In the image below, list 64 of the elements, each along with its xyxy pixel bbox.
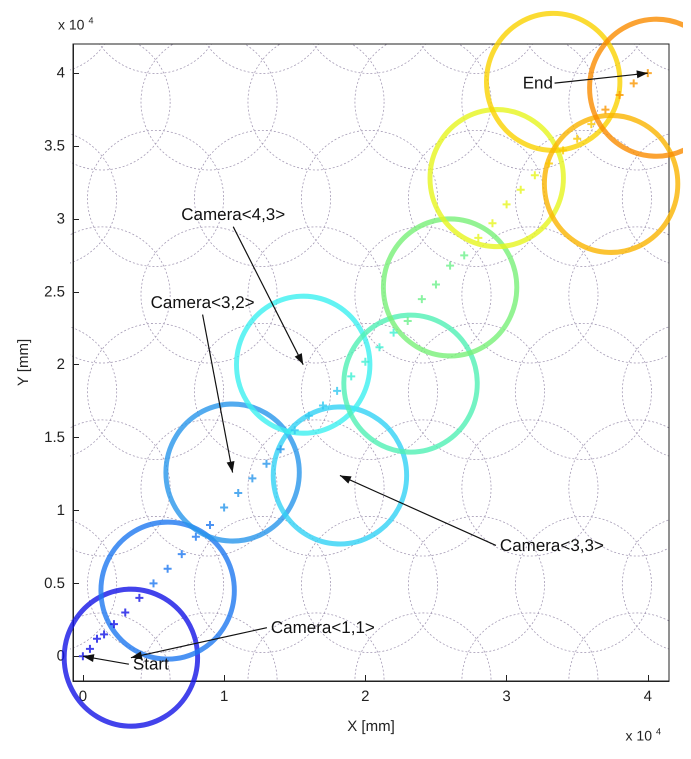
point xyxy=(459,250,470,260)
point xyxy=(614,90,625,100)
point xyxy=(120,607,130,618)
y-tick-label: 2 xyxy=(56,356,65,374)
annotation: Camera<4,3> xyxy=(181,205,286,224)
point xyxy=(544,158,554,169)
y-tick-label: 3 xyxy=(56,210,65,228)
point xyxy=(572,134,582,144)
point xyxy=(99,629,110,640)
y-axis-title: Y [mm] xyxy=(15,338,32,386)
annotation: Camera<1,1> xyxy=(270,618,375,638)
x-tick-label: 1 xyxy=(220,688,228,705)
point xyxy=(162,564,173,574)
point xyxy=(304,410,314,421)
point xyxy=(318,400,328,410)
point xyxy=(108,619,119,630)
point xyxy=(78,651,88,662)
point xyxy=(502,199,512,210)
point xyxy=(558,145,568,156)
point xyxy=(92,634,102,644)
x-tick-label: 4 xyxy=(644,688,652,705)
point xyxy=(204,520,215,530)
point xyxy=(261,458,272,469)
point xyxy=(586,119,596,130)
point xyxy=(332,386,342,396)
y-tick-label: 1 xyxy=(56,502,65,519)
annotation: Camera<3,3> xyxy=(500,536,604,555)
point xyxy=(516,184,526,195)
y-tick-label: 1.5 xyxy=(44,429,65,446)
point xyxy=(148,578,158,588)
point xyxy=(487,218,498,228)
point xyxy=(360,356,370,367)
point xyxy=(84,644,95,654)
point xyxy=(290,425,300,436)
x-tick-label: 2 xyxy=(361,688,370,705)
point xyxy=(247,473,258,484)
point xyxy=(473,232,484,243)
y-tick-label: 2.5 xyxy=(44,283,65,300)
y-tick-label: 3.5 xyxy=(44,138,65,155)
annotation: Camera<3,2> xyxy=(150,293,255,312)
annotation: Start xyxy=(132,654,170,674)
x-tick-label: 0 xyxy=(78,688,88,705)
annotation: End xyxy=(522,74,553,93)
point xyxy=(530,170,540,180)
point xyxy=(628,78,639,88)
point xyxy=(219,502,230,513)
point xyxy=(445,260,456,271)
point xyxy=(346,371,356,382)
x-tick-label: 3 xyxy=(502,688,511,705)
point xyxy=(190,532,201,542)
y-tick-label: 0.5 xyxy=(44,574,65,592)
y-tick-label: 4 xyxy=(56,64,65,82)
point xyxy=(276,444,286,454)
point xyxy=(416,294,427,304)
point xyxy=(642,68,653,78)
point xyxy=(388,328,399,338)
point xyxy=(374,342,384,352)
point xyxy=(176,549,187,560)
point xyxy=(233,488,244,498)
point xyxy=(134,592,144,603)
point xyxy=(600,104,610,115)
x-axis-title: X [mm] xyxy=(347,718,395,735)
point xyxy=(430,280,441,290)
point xyxy=(402,316,413,326)
